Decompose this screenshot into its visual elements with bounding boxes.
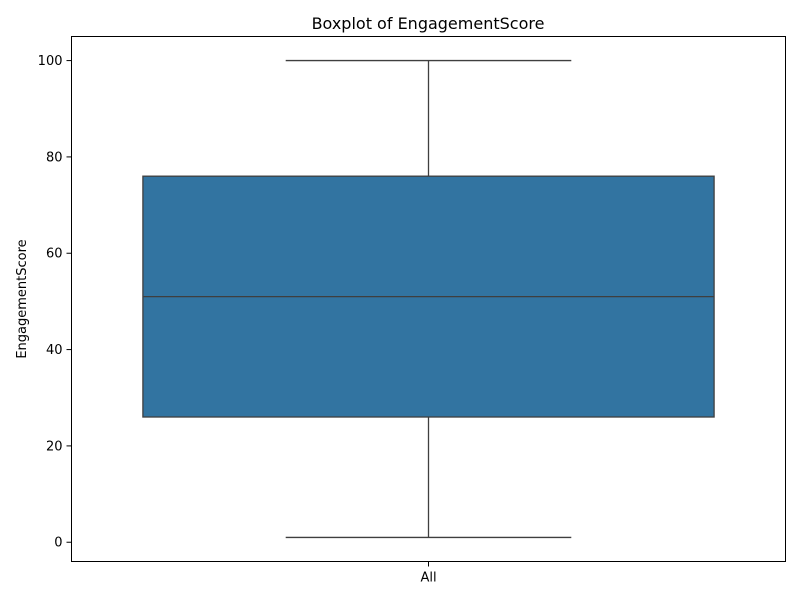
y-axis-label: EngagementScore — [15, 239, 30, 358]
x-tick-label: All — [420, 571, 436, 586]
y-tick-label: 80 — [46, 150, 63, 165]
y-tick-label: 0 — [54, 536, 62, 551]
y-tick-label: 100 — [38, 54, 63, 69]
chart-title: Boxplot of EngagementScore — [312, 14, 545, 33]
plot-marks — [142, 59, 715, 539]
y-axis-ticks: 0 20 40 60 80 100 — [38, 54, 72, 551]
x-axis-ticks: All — [420, 561, 437, 586]
y-tick-label: 20 — [46, 439, 63, 454]
y-tick-label: 60 — [46, 247, 63, 262]
y-tick-label: 40 — [46, 343, 63, 358]
box-group-all — [142, 59, 715, 539]
